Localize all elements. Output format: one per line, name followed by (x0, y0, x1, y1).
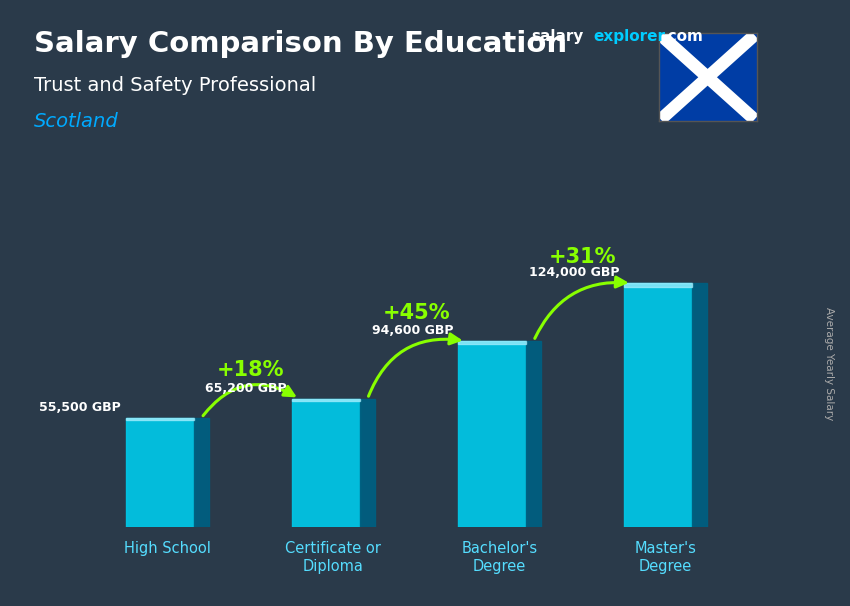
Text: 65,200 GBP: 65,200 GBP (206, 382, 287, 395)
Text: 124,000 GBP: 124,000 GBP (529, 266, 619, 279)
Bar (360, 399, 375, 527)
Bar (292, 399, 360, 401)
Bar (692, 283, 707, 527)
Text: salary: salary (531, 29, 584, 44)
Bar (624, 283, 692, 527)
Bar (292, 399, 360, 527)
Bar (126, 418, 194, 420)
Text: +45%: +45% (382, 304, 450, 324)
Bar (526, 341, 541, 527)
FancyArrowPatch shape (203, 385, 294, 416)
Text: 55,500 GBP: 55,500 GBP (39, 401, 121, 414)
Text: Salary Comparison By Education: Salary Comparison By Education (34, 30, 567, 58)
Bar (458, 341, 526, 344)
Text: 94,600 GBP: 94,600 GBP (371, 324, 453, 337)
Text: Trust and Safety Professional: Trust and Safety Professional (34, 76, 316, 95)
Text: +31%: +31% (549, 247, 616, 267)
Text: explorer: explorer (593, 29, 666, 44)
Text: Scotland: Scotland (34, 112, 119, 131)
Text: .com: .com (663, 29, 704, 44)
Bar (194, 418, 209, 527)
FancyArrowPatch shape (369, 334, 459, 396)
FancyArrowPatch shape (535, 277, 626, 338)
Text: +18%: +18% (217, 360, 284, 380)
Bar (126, 418, 194, 527)
Bar (624, 283, 692, 287)
Text: Average Yearly Salary: Average Yearly Salary (824, 307, 834, 420)
Bar (458, 341, 526, 527)
